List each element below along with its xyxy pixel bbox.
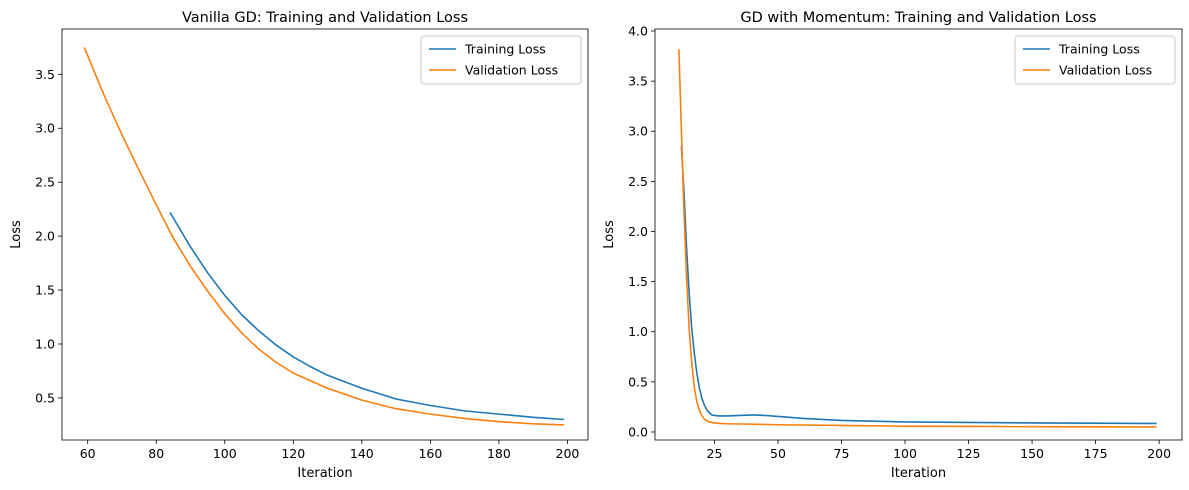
vanilla-gd-chart: Vanilla GD: Training and Validation Loss… bbox=[9, 10, 589, 481]
y-tick-label: 0.0 bbox=[628, 424, 648, 439]
validation-loss-line bbox=[83, 47, 565, 426]
momentum-gd-chart: GD with Momentum: Training and Validatio… bbox=[602, 10, 1183, 481]
x-tick-label: 175 bbox=[1084, 446, 1108, 461]
training-loss-line bbox=[680, 146, 1157, 425]
x-tick-label: 100 bbox=[893, 446, 917, 461]
plot-frame bbox=[61, 28, 589, 441]
chart-title: Vanilla GD: Training and Validation Loss bbox=[182, 10, 468, 26]
y-axis-label: Loss bbox=[9, 220, 24, 249]
y-tick-label: 1.0 bbox=[35, 336, 55, 351]
chart-title: GD with Momentum: Training and Validatio… bbox=[740, 10, 1096, 26]
y-tick-label: 2.0 bbox=[35, 229, 55, 244]
x-tick-label: 150 bbox=[1020, 446, 1044, 461]
legend-label-training: Training Loss bbox=[464, 42, 546, 57]
axis-ticks: 60 80 100 120 140 160 180 200 0.5 1.0 1.5 2.0 2.5 3.0… bbox=[35, 67, 579, 461]
y-axis-label: Loss bbox=[602, 220, 617, 249]
x-tick-label: 25 bbox=[707, 446, 723, 461]
series-lines bbox=[678, 49, 1157, 428]
plot-frame bbox=[654, 28, 1183, 441]
x-tick-label: 60 bbox=[80, 446, 96, 461]
y-tick-label: 3.5 bbox=[35, 67, 55, 82]
y-tick-label: 1.0 bbox=[628, 324, 648, 339]
y-tick-label: 4.0 bbox=[628, 24, 648, 39]
legend-box bbox=[1014, 35, 1176, 85]
y-tick-label: 0.5 bbox=[628, 374, 648, 389]
x-tick-label: 180 bbox=[487, 446, 511, 461]
y-tick-label: 3.5 bbox=[628, 74, 648, 89]
y-tick-label: 1.5 bbox=[35, 283, 55, 298]
training-loss-line bbox=[169, 211, 565, 421]
y-tick-label: 2.5 bbox=[628, 174, 648, 189]
x-tick-label: 125 bbox=[957, 446, 981, 461]
x-tick-label: 80 bbox=[148, 446, 164, 461]
x-axis-label: Iteration bbox=[297, 466, 352, 481]
x-tick-label: 100 bbox=[213, 446, 237, 461]
legend-label-training: Training Loss bbox=[1058, 42, 1140, 57]
x-tick-label: 120 bbox=[281, 446, 305, 461]
x-tick-label: 140 bbox=[350, 446, 374, 461]
legend-box bbox=[420, 35, 582, 85]
x-tick-label: 160 bbox=[418, 446, 442, 461]
x-tick-label: 200 bbox=[556, 446, 580, 461]
series-lines bbox=[83, 47, 565, 426]
axis-ticks: 25 50 75 100 125 150 175 200 0.0 0.5 1.0 1.5 2.0 2.5 3… bbox=[628, 24, 1171, 461]
legend-label-validation: Validation Loss bbox=[1059, 63, 1152, 78]
y-tick-label: 2.0 bbox=[628, 224, 648, 239]
legend: Training Loss Validation Loss bbox=[1014, 35, 1176, 85]
validation-loss-line bbox=[678, 49, 1157, 428]
legend-label-validation: Validation Loss bbox=[465, 63, 558, 78]
y-tick-label: 3.0 bbox=[35, 121, 55, 136]
x-axis-label: Iteration bbox=[891, 466, 946, 481]
y-tick-label: 3.0 bbox=[628, 124, 648, 139]
y-tick-label: 0.5 bbox=[35, 390, 55, 405]
y-tick-label: 1.5 bbox=[628, 274, 648, 289]
x-tick-label: 75 bbox=[834, 446, 850, 461]
x-tick-label: 50 bbox=[770, 446, 786, 461]
x-tick-label: 200 bbox=[1147, 446, 1171, 461]
legend: Training Loss Validation Loss bbox=[420, 35, 582, 85]
y-tick-label: 2.5 bbox=[35, 175, 55, 190]
